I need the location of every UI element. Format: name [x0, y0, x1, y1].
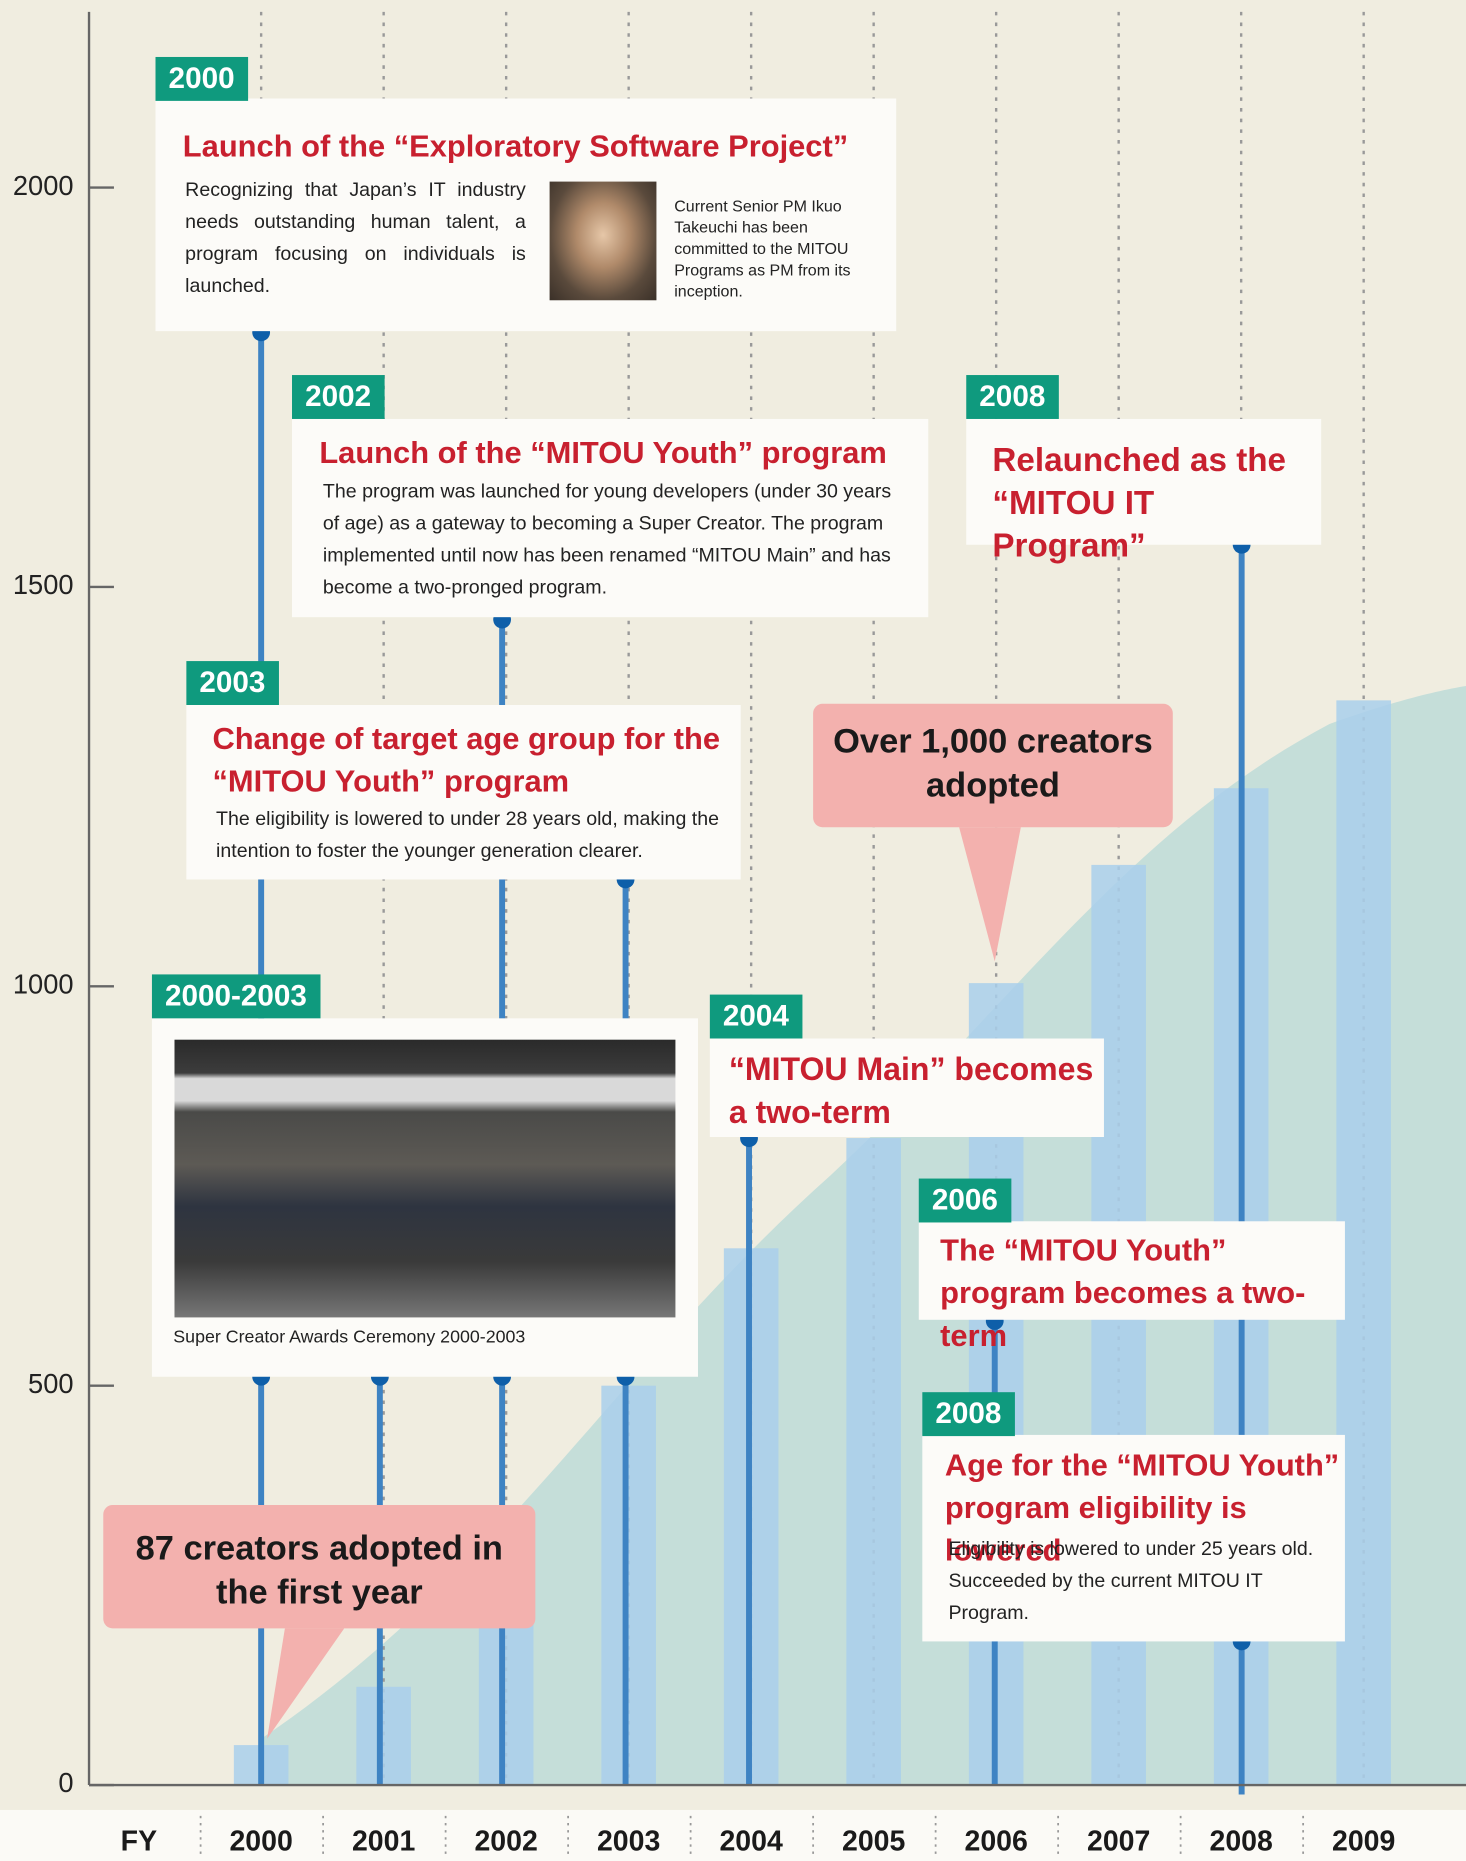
x-tick-label: 2002: [474, 1826, 537, 1858]
y-tick-label: 2000: [13, 170, 74, 201]
page: FY 0 500 1000 1500 2000 2000 2001 2002 2003 2004 2…: [0, 0, 1466, 1861]
x-tick-label: 2003: [597, 1826, 660, 1858]
annotation-title: Change of target age group for the “MITO…: [212, 717, 734, 802]
year-tag: 2008: [922, 1392, 1014, 1436]
x-tick-label: 2009: [1332, 1826, 1395, 1858]
callout-text: Over 1,000 creators adopted: [819, 720, 1167, 808]
x-tick-label: 2000: [229, 1826, 292, 1858]
year-tag: 2000: [156, 57, 248, 101]
y-tick-label: 1500: [13, 569, 74, 600]
x-tick-label: 2004: [719, 1826, 783, 1858]
bar: [356, 1687, 411, 1785]
annotation-title: “MITOU Main” becomes a two-term: [729, 1048, 1097, 1133]
annotation-title: Launch of the “MITOU Youth” program: [319, 431, 913, 474]
year-tag: 2000-2003: [152, 974, 320, 1018]
x-tick-label: 2006: [964, 1826, 1027, 1858]
x-axis-label: FY: [121, 1826, 157, 1858]
stage: FY 0 500 1000 1500 2000 2000 2001 2002 2003 2004 2…: [0, 0, 1466, 1861]
y-tick-label: 0: [58, 1767, 73, 1798]
annotation-body: The program was launched for young devel…: [323, 476, 899, 604]
bar: [846, 1138, 901, 1785]
photo: [174, 1040, 675, 1318]
annotation-body: Eligibility is lowered to under 25 years…: [948, 1533, 1328, 1629]
y-tick-label: 500: [28, 1368, 74, 1399]
year-tag: 2003: [186, 661, 278, 705]
bar: [601, 1386, 656, 1785]
annotation-body: Recognizing that Japan’s IT industry nee…: [185, 174, 526, 302]
photo-caption: Current Senior PM Ikuo Takeuchi has been…: [674, 196, 876, 303]
year-tag: 2008: [966, 375, 1058, 419]
x-tick-label: 2005: [842, 1826, 906, 1858]
year-tag: 2002: [292, 375, 384, 419]
y-tick-label: 1000: [13, 969, 74, 1000]
x-tick-label: 2008: [1209, 1826, 1272, 1858]
annotation-title: Launch of the “Exploratory Software Proj…: [183, 125, 895, 168]
photo-caption: Super Creator Awards Ceremony 2000-2003: [173, 1327, 672, 1348]
annotation-title: The “MITOU Youth” program becomes a two-…: [940, 1228, 1344, 1356]
x-tick-label: 2001: [352, 1826, 416, 1858]
photo: [550, 182, 657, 301]
annotation-title: Relaunched as the “MITOU IT Program”: [992, 439, 1313, 567]
annotation-body: The eligibility is lowered to under 28 y…: [216, 804, 738, 868]
callout-text: 87 creators adopted in the first year: [109, 1527, 529, 1615]
year-tag: 2006: [919, 1179, 1011, 1223]
x-tick-label: 2007: [1087, 1826, 1150, 1858]
year-tag: 2004: [710, 995, 802, 1039]
